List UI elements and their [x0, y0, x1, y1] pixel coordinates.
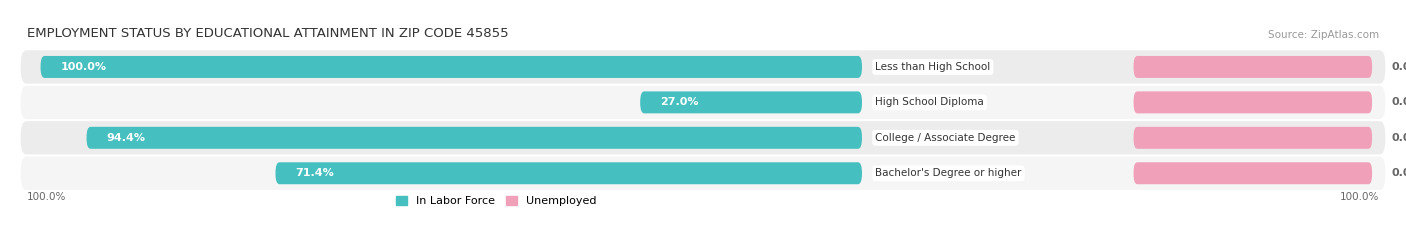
- FancyBboxPatch shape: [21, 50, 1385, 84]
- FancyBboxPatch shape: [1133, 127, 1372, 149]
- Text: Bachelor's Degree or higher: Bachelor's Degree or higher: [875, 168, 1022, 178]
- Text: 100.0%: 100.0%: [27, 192, 66, 202]
- Text: 100.0%: 100.0%: [1340, 192, 1379, 202]
- Legend: In Labor Force, Unemployed: In Labor Force, Unemployed: [396, 196, 596, 206]
- Text: 94.4%: 94.4%: [107, 133, 145, 143]
- Text: 0.0%: 0.0%: [1392, 62, 1406, 72]
- FancyBboxPatch shape: [1133, 56, 1372, 78]
- FancyBboxPatch shape: [276, 162, 862, 184]
- Text: Less than High School: Less than High School: [875, 62, 990, 72]
- FancyBboxPatch shape: [640, 91, 862, 113]
- Text: 27.0%: 27.0%: [659, 97, 699, 107]
- FancyBboxPatch shape: [21, 86, 1385, 119]
- FancyBboxPatch shape: [1133, 91, 1372, 113]
- FancyBboxPatch shape: [21, 121, 1385, 154]
- Text: 100.0%: 100.0%: [60, 62, 107, 72]
- Text: Source: ZipAtlas.com: Source: ZipAtlas.com: [1268, 30, 1379, 40]
- FancyBboxPatch shape: [87, 127, 862, 149]
- Text: High School Diploma: High School Diploma: [875, 97, 984, 107]
- Text: 0.0%: 0.0%: [1392, 97, 1406, 107]
- Text: 71.4%: 71.4%: [295, 168, 335, 178]
- Text: 0.0%: 0.0%: [1392, 133, 1406, 143]
- Text: College / Associate Degree: College / Associate Degree: [875, 133, 1015, 143]
- FancyBboxPatch shape: [1133, 162, 1372, 184]
- FancyBboxPatch shape: [41, 56, 862, 78]
- Text: 0.0%: 0.0%: [1392, 168, 1406, 178]
- FancyBboxPatch shape: [21, 157, 1385, 190]
- Text: EMPLOYMENT STATUS BY EDUCATIONAL ATTAINMENT IN ZIP CODE 45855: EMPLOYMENT STATUS BY EDUCATIONAL ATTAINM…: [27, 27, 509, 40]
